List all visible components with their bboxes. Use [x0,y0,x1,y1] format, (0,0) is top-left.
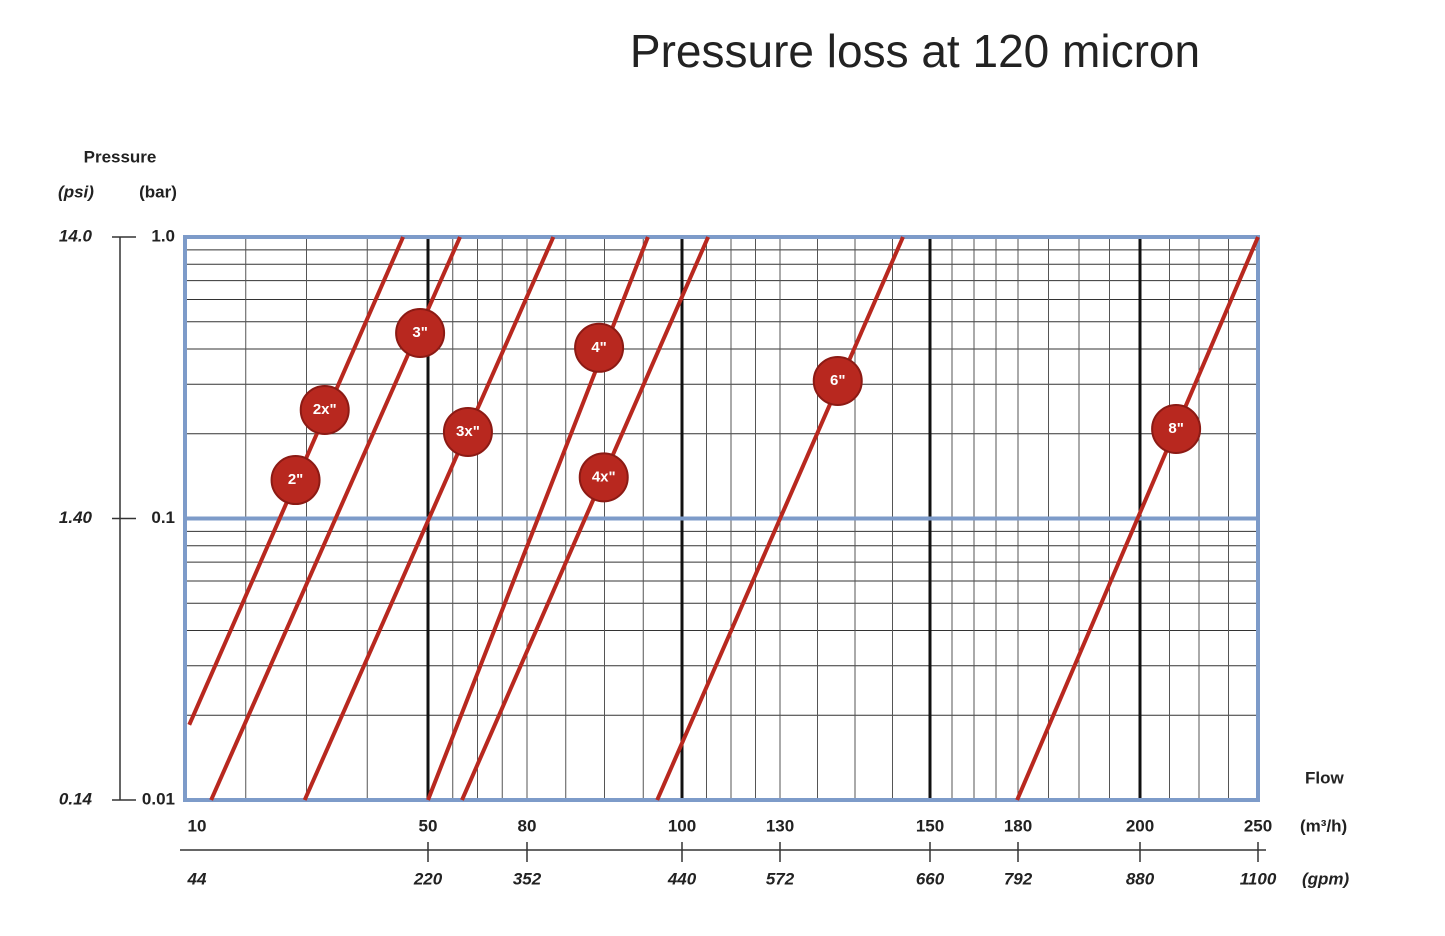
series-line [1015,236,1260,801]
size-marker [395,308,446,359]
x-tick-label: 200 [1126,816,1154,835]
x-tick-label: 10 [188,816,207,835]
x2-tick-label: 44 [187,869,207,888]
size-label: 8" [1168,420,1183,437]
x2-tick-label: 440 [667,869,697,888]
x-unit: (m³/h) [1300,816,1347,835]
size-label: 4x" [592,468,616,485]
x2-tick-label: 572 [766,869,795,888]
y2-unit: (psi) [58,182,94,201]
x-tick-label: 130 [766,816,794,835]
size-marker [270,455,321,506]
x2-tick-label: 792 [1004,869,1033,888]
x-tick-label: 250 [1244,816,1272,835]
chart-title: Pressure loss at 120 micron [630,25,1200,77]
y2-tick-label: 1.40 [59,508,93,527]
x2-tick-label: 352 [513,869,542,888]
x-tick-label: 80 [518,816,537,835]
y-label: Pressure [84,147,157,166]
y-tick-label: 1.0 [151,226,175,245]
x-tick-label: 150 [916,816,944,835]
size-label: 3x" [456,423,480,440]
series-line [302,236,556,801]
y-tick-label: 0.01 [142,789,175,808]
size-label: 6" [830,372,845,389]
size-marker [812,355,863,406]
x2-tick-label: 660 [916,869,945,888]
x2-tick-label: 220 [413,869,443,888]
size-label: 3" [412,324,427,341]
size-marker [299,384,350,435]
x-label: Flow [1305,768,1344,787]
size-label: 2" [288,471,303,488]
size-marker [1151,403,1202,454]
x2-tick-label: 880 [1126,869,1155,888]
y2-tick-label: 14.0 [59,226,93,245]
x-tick-label: 100 [668,816,696,835]
x2-tick-label: 1100 [1240,869,1277,888]
x-tick-label: 50 [419,816,438,835]
size-marker [442,406,493,457]
x2-unit: (gpm) [1302,869,1350,888]
x-tick-label: 180 [1004,816,1032,835]
size-marker [578,452,629,503]
series-line [460,236,710,801]
size-label: 2x" [313,401,337,418]
y2-tick-label: 0.14 [59,789,93,808]
size-label: 4" [591,339,606,356]
y-tick-label: 0.1 [151,508,175,527]
size-marker [574,322,625,373]
plot-frame [183,235,1260,802]
series-line [655,236,905,801]
y-unit: (bar) [139,182,177,201]
